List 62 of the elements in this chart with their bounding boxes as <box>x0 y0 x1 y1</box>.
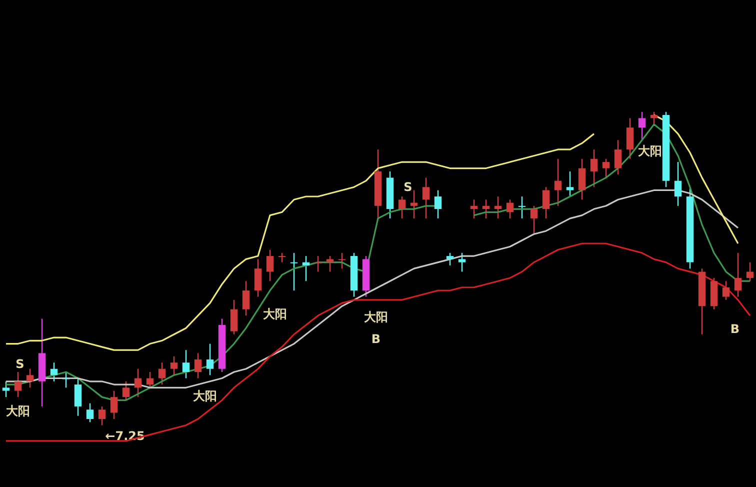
candlestick <box>506 199 514 220</box>
candlestick <box>2 380 10 398</box>
candlestick <box>566 170 574 198</box>
candlestick <box>422 177 430 220</box>
candlestick <box>314 255 322 272</box>
candlestick <box>170 356 178 376</box>
candlestick <box>14 371 22 398</box>
candlestick <box>638 111 646 141</box>
candlestick <box>98 406 106 426</box>
annotation: S <box>16 357 24 372</box>
candlestick <box>542 186 550 220</box>
candlestick <box>494 196 502 220</box>
candlestick <box>398 196 406 220</box>
candlestick <box>614 139 622 176</box>
candlestick <box>734 252 742 298</box>
candlestick <box>146 371 154 388</box>
annotation: 大阳 <box>193 389 217 404</box>
candlestick <box>110 390 118 420</box>
candlestick <box>158 362 166 386</box>
candlestick <box>290 252 298 292</box>
candlestick <box>722 280 730 301</box>
candlestick <box>206 343 214 376</box>
candlestick <box>518 196 526 220</box>
candlestick <box>326 255 334 272</box>
candlestick <box>626 118 634 160</box>
candlestick <box>62 371 70 388</box>
candlestick <box>650 111 658 126</box>
annotation: 大阳 <box>364 310 388 324</box>
candlestick <box>278 252 286 263</box>
annotation: 大阳 <box>6 404 30 418</box>
candlestick <box>578 158 586 200</box>
candlestick <box>530 205 538 235</box>
candlestick <box>446 252 454 266</box>
candlestick <box>338 252 346 270</box>
candlestick <box>230 299 238 335</box>
candlestick <box>602 158 610 178</box>
candlestick <box>122 380 130 401</box>
annotation: S <box>404 180 412 194</box>
candlestick <box>470 199 478 220</box>
candlestick <box>410 190 418 220</box>
candlestick <box>26 368 34 388</box>
candlestick <box>302 255 310 282</box>
candlestick <box>590 148 598 188</box>
annotation: B <box>371 332 381 346</box>
candlestick <box>254 258 262 298</box>
candlestick <box>458 252 466 272</box>
candlestick <box>182 349 190 379</box>
candlestick <box>242 280 250 316</box>
annotation: 大阳 <box>263 307 287 322</box>
candlestick <box>194 352 202 379</box>
candlestick <box>266 249 274 282</box>
candlestick <box>74 378 82 416</box>
candlestick <box>434 190 442 220</box>
candlestick <box>554 158 562 206</box>
candlestick <box>674 161 682 206</box>
annotation: 大阳 <box>638 144 662 158</box>
annotation: B <box>730 322 740 336</box>
candlestick <box>50 362 58 382</box>
candlestick <box>746 262 754 282</box>
candlestick <box>134 368 142 398</box>
candlestick <box>482 199 490 220</box>
candlestick <box>86 402 94 423</box>
